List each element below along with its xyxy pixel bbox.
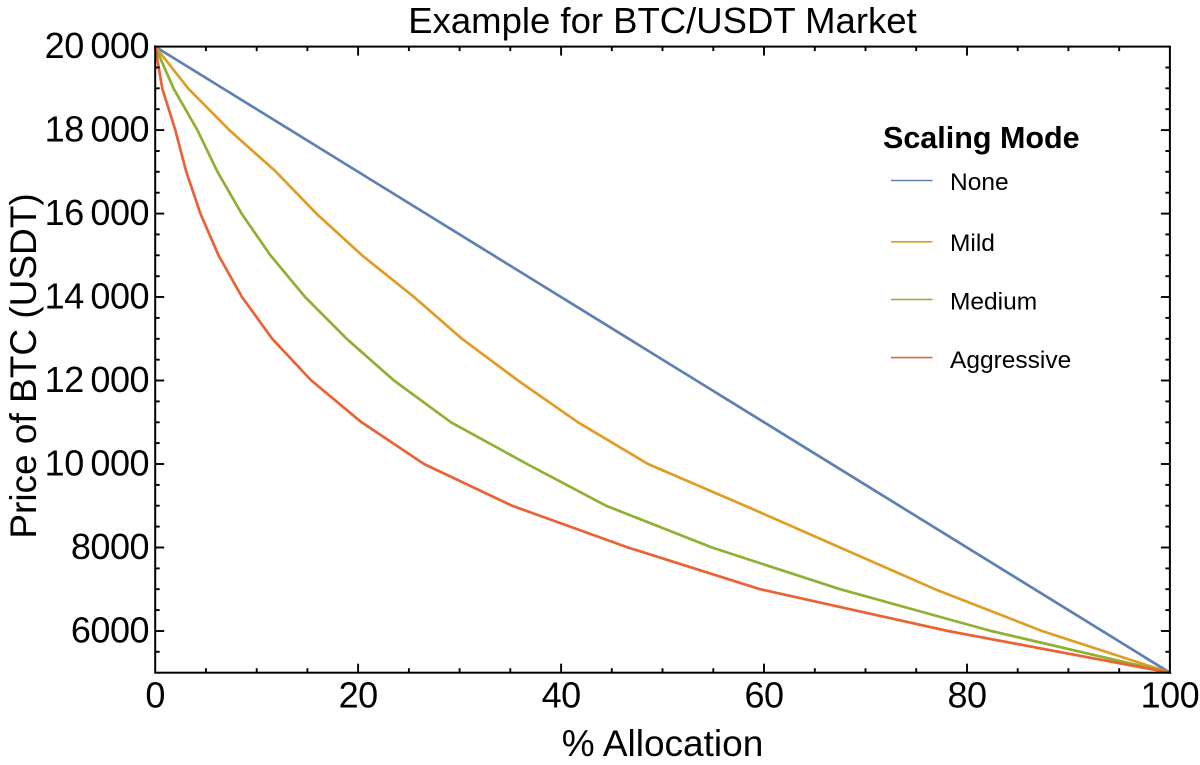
svg-text:20: 20 xyxy=(339,675,378,716)
svg-text:60: 60 xyxy=(744,675,783,716)
svg-text:Aggressive: Aggressive xyxy=(950,347,1071,374)
svg-text:18 000: 18 000 xyxy=(45,109,149,150)
svg-text:40: 40 xyxy=(542,675,581,716)
svg-text:None: None xyxy=(950,169,1009,196)
svg-text:20 000: 20 000 xyxy=(45,25,149,66)
svg-text:8000: 8000 xyxy=(71,526,149,567)
svg-text:% Allocation: % Allocation xyxy=(562,723,764,764)
svg-text:10 000: 10 000 xyxy=(45,443,149,484)
svg-text:Mild: Mild xyxy=(950,230,995,257)
svg-text:Price of BTC (USDT): Price of BTC (USDT) xyxy=(3,193,44,538)
svg-text:Example for BTC/USDT Market: Example for BTC/USDT Market xyxy=(408,0,916,41)
svg-text:80: 80 xyxy=(947,675,986,716)
svg-text:14 000: 14 000 xyxy=(45,276,149,317)
svg-text:16 000: 16 000 xyxy=(45,192,149,233)
svg-text:Medium: Medium xyxy=(950,289,1037,316)
svg-text:12 000: 12 000 xyxy=(45,359,149,400)
svg-text:0: 0 xyxy=(145,675,165,716)
svg-text:6000: 6000 xyxy=(71,610,149,651)
svg-text:100: 100 xyxy=(1141,675,1200,716)
svg-text:Scaling Mode: Scaling Mode xyxy=(883,121,1080,155)
